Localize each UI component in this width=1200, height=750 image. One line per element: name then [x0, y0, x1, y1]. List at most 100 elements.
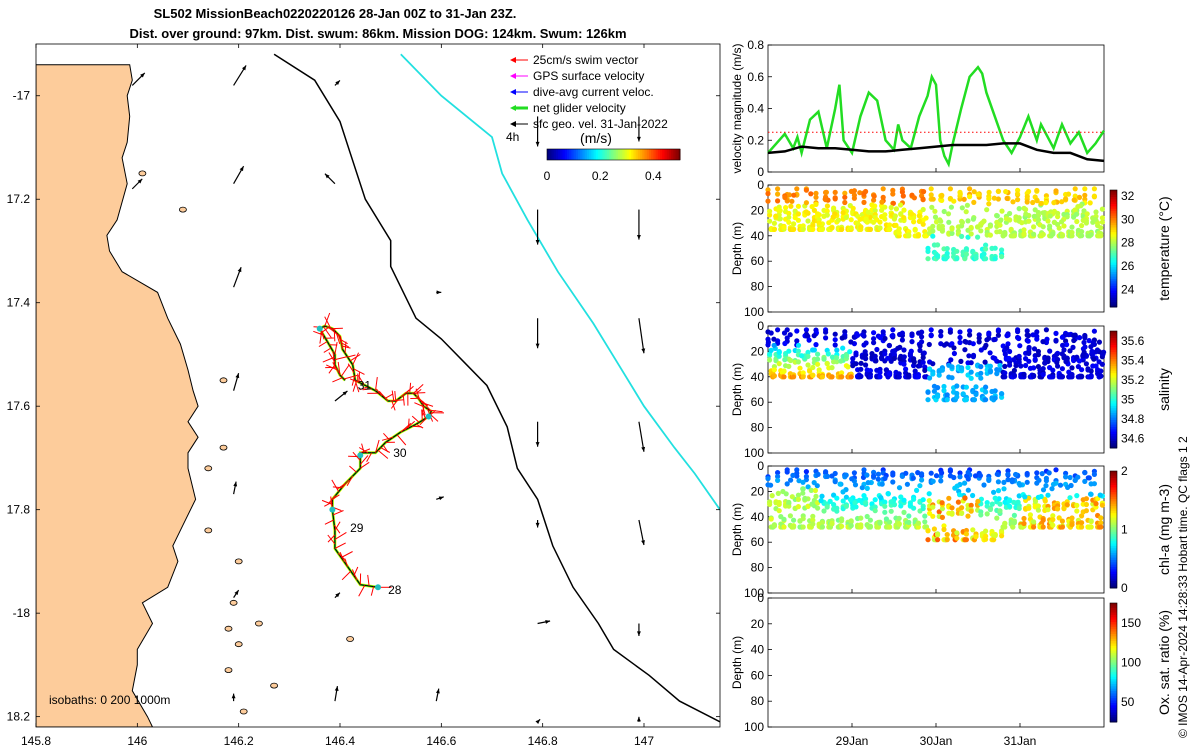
- chlorophyll-panel-y-tick-label: 0: [757, 459, 764, 473]
- colorbar-cell: [597, 149, 601, 160]
- swim-vector: [404, 420, 416, 431]
- geostrophic-arrowhead: [535, 522, 540, 528]
- oxygen-panel-colorbar-cell: [1110, 702, 1117, 706]
- chlorophyll-panel-point: [1005, 477, 1011, 483]
- salinity-panel-colorbar-cell: [1110, 349, 1117, 353]
- temperature-panel-point: [896, 230, 902, 236]
- swim-vector: [321, 499, 333, 505]
- swim-vector: [332, 510, 344, 516]
- salinity-panel-point: [978, 364, 984, 370]
- temperature-panel-colorbar-cell: [1110, 241, 1117, 245]
- colorbar-cell: [551, 149, 555, 160]
- temperature-panel-colorbar-cell: [1110, 248, 1117, 252]
- chlorophyll-panel-point: [1040, 517, 1046, 523]
- salinity-panel-colorbar-cell: [1110, 440, 1117, 444]
- salinity-panel-colorbar-cell: [1110, 422, 1117, 426]
- temperature-panel-point: [786, 210, 792, 216]
- colorbar-cell: [675, 149, 679, 160]
- velocity-panel-y-tick-label: 0: [757, 165, 764, 179]
- salinity-panel-point: [813, 342, 819, 348]
- temperature-panel-colorbar-cell: [1110, 250, 1117, 254]
- salinity-panel-point: [799, 353, 805, 359]
- temperature-panel-colorbar-cell: [1110, 246, 1117, 249]
- temperature-panel-point: [1024, 199, 1030, 205]
- salinity-panel-colorbar-cell: [1110, 401, 1117, 405]
- chlorophyll-panel-point: [935, 532, 941, 538]
- salinity-panel-point: [1026, 358, 1032, 364]
- temperature-panel-point: [788, 203, 794, 209]
- chlorophyll-panel-point: [875, 476, 881, 482]
- temperature-panel-colorbar-cell: [1110, 227, 1117, 231]
- temperature-panel-point: [965, 234, 971, 240]
- chlorophyll-panel-point: [1079, 524, 1085, 530]
- temperature-panel-point: [987, 223, 994, 229]
- temperature-panel-colorbar-tick-label: 28: [1121, 236, 1135, 250]
- chlorophyll-panel-point: [859, 485, 865, 491]
- chlorophyll-panel-colorbar-cell: [1110, 564, 1117, 568]
- chlorophyll-panel-point: [994, 515, 1000, 521]
- temperature-panel-point: [765, 187, 771, 193]
- temperature-panel-point: [999, 208, 1005, 214]
- salinity-panel-point: [920, 359, 926, 365]
- chlorophyll-panel-point: [1010, 524, 1016, 530]
- temperature-panel-point: [1099, 219, 1105, 225]
- temperature-panel-point: [1023, 211, 1029, 217]
- chlorophyll-panel-point: [1011, 520, 1018, 526]
- chlorophyll-panel-point: [1035, 507, 1041, 513]
- temperature-panel-point: [765, 198, 771, 204]
- chlorophyll-panel-point: [1050, 517, 1056, 523]
- chlorophyll-panel-colorbar-cell: [1110, 545, 1117, 549]
- salinity-panel-point: [1069, 374, 1075, 380]
- chlorophyll-panel-point: [847, 497, 854, 503]
- swim-vector: [341, 345, 351, 349]
- salinity-panel-point: [1071, 337, 1077, 344]
- temperature-panel-point: [962, 256, 968, 262]
- salinity-panel-colorbar-cell: [1110, 408, 1117, 412]
- salinity-panel-point: [1050, 367, 1056, 373]
- chlorophyll-panel-y-tick-label: 20: [751, 484, 765, 498]
- chlorophyll-panel-point: [885, 491, 892, 497]
- temperature-panel-point: [1047, 213, 1053, 219]
- chlorophyll-panel-point: [1040, 524, 1046, 530]
- chlorophyll-panel-point: [930, 504, 936, 510]
- salinity-panel-point: [765, 339, 772, 345]
- chlorophyll-panel-point: [938, 478, 944, 484]
- chlorophyll-panel-point: [1079, 513, 1085, 519]
- chlorophyll-panel-point: [875, 471, 882, 477]
- temperature-panel-point: [1021, 227, 1027, 233]
- temperature-panel-point: [786, 214, 792, 220]
- chlorophyll-panel-point: [1059, 518, 1065, 524]
- chlorophyll-panel-point: [1075, 474, 1081, 480]
- salinity-panel-colorbar-cell: [1110, 412, 1117, 416]
- salinity-panel-point: [832, 331, 838, 337]
- chlorophyll-panel-point: [800, 490, 806, 496]
- chlorophyll-panel-point: [957, 492, 963, 498]
- salinity-panel-point: [863, 362, 869, 368]
- temperature-panel-point: [949, 226, 955, 232]
- island-shape: [219, 444, 228, 451]
- salinity-panel-point: [999, 394, 1005, 400]
- swim-vector: [375, 439, 380, 453]
- credit-text: © IMOS 14-Apr-2024 14:28:33 Hobart time.…: [1176, 436, 1190, 738]
- temperature-panel-colorbar-cell: [1110, 297, 1117, 301]
- chlorophyll-panel-colorbar-cell: [1110, 510, 1117, 514]
- salinity-panel-point: [962, 338, 968, 345]
- chlorophyll-panel-point: [1027, 512, 1033, 518]
- chlorophyll-panel-point: [1016, 505, 1022, 512]
- temperature-panel-point: [808, 191, 814, 197]
- salinity-panel-point: [1070, 332, 1076, 338]
- chlorophyll-panel-point: [931, 526, 938, 532]
- chlorophyll-panel: 0 20 40 60 80 100 Depth (m) 0 1 2 chl-a (mg m-3): [730, 459, 1172, 600]
- salinity-panel-point: [1007, 348, 1013, 355]
- temperature-panel-point: [1014, 191, 1021, 197]
- colorbar-cell: [677, 149, 681, 160]
- chlorophyll-panel-point: [865, 480, 871, 486]
- temperature-panel-point: [824, 212, 830, 218]
- salinity-panel-point: [1015, 335, 1022, 341]
- salinity-panel-point: [787, 332, 793, 338]
- oxygen-panel-colorbar-cell: [1110, 614, 1117, 618]
- temperature-panel-point: [767, 208, 773, 214]
- salinity-panel-point: [806, 337, 812, 343]
- chlorophyll-panel-point: [911, 496, 917, 502]
- chlorophyll-panel-point: [1015, 499, 1021, 505]
